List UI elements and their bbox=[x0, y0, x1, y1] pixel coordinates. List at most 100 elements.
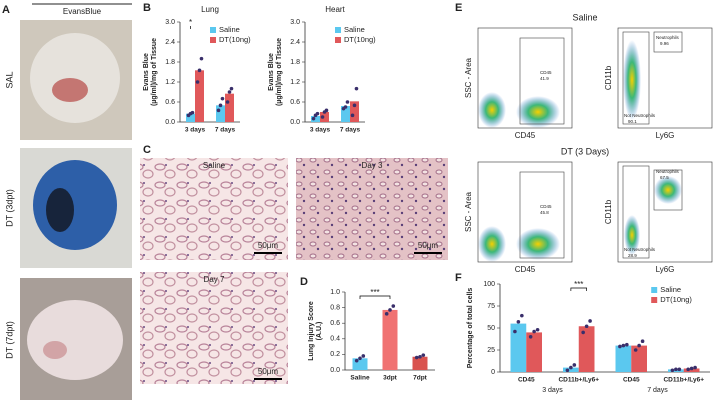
data-point bbox=[315, 111, 320, 116]
y-tick-label: 1.0 bbox=[330, 289, 340, 296]
data-point bbox=[674, 367, 678, 372]
y-tick-label: 0.0 bbox=[165, 119, 175, 126]
bar bbox=[578, 326, 595, 372]
photo-dt7 bbox=[20, 278, 132, 400]
group-label: 3 days bbox=[542, 387, 563, 394]
data-point bbox=[311, 116, 316, 121]
histology-day7 bbox=[140, 272, 288, 384]
bar bbox=[195, 70, 204, 122]
gate-label: CD45 bbox=[540, 204, 552, 209]
flow-title: Saline bbox=[572, 12, 597, 22]
y-tick-label: 0.0 bbox=[330, 367, 340, 374]
flow-axis-label: CD45 bbox=[515, 265, 536, 274]
data-point bbox=[621, 343, 626, 348]
data-point bbox=[388, 308, 392, 312]
data-point bbox=[588, 319, 592, 323]
data-point bbox=[686, 367, 690, 372]
bar bbox=[216, 105, 225, 122]
flow-axis-label: CD45 bbox=[515, 131, 536, 140]
y-tick-label: 2.4 bbox=[290, 39, 300, 46]
panel-label: F bbox=[455, 272, 462, 284]
legend-label: Saline bbox=[660, 285, 681, 294]
x-tick-label: 3 days bbox=[310, 127, 331, 134]
data-point bbox=[535, 327, 540, 332]
bar bbox=[615, 345, 632, 372]
y-tick-label: 0.0 bbox=[290, 119, 300, 126]
photo-row-label: SAL bbox=[4, 71, 14, 88]
data-point bbox=[516, 320, 521, 324]
y-tick-label: 0.4 bbox=[330, 336, 340, 343]
gate-value: 9.96 bbox=[660, 41, 669, 46]
data-point bbox=[391, 304, 396, 308]
significance-label: * bbox=[189, 18, 192, 27]
flow-axis-label: CD11b bbox=[604, 199, 613, 224]
y-tick-label: 1.2 bbox=[165, 79, 175, 86]
flow-axis-label: SSC - Area bbox=[464, 57, 473, 98]
x-tick-label: CD45 bbox=[518, 377, 535, 384]
bar bbox=[412, 356, 428, 370]
flow-axis-label: Ly6G bbox=[656, 131, 675, 140]
histology-label: Day 7 bbox=[204, 275, 225, 284]
significance-bracket bbox=[570, 287, 587, 291]
histology-label: Day 3 bbox=[362, 161, 383, 170]
data-point bbox=[229, 86, 234, 91]
y-axis-label: Evans Blue bbox=[143, 53, 150, 91]
data-point bbox=[352, 103, 357, 108]
data-point bbox=[618, 344, 622, 349]
x-tick-label: CD45 bbox=[623, 377, 640, 384]
legend-swatch bbox=[335, 27, 341, 33]
data-point bbox=[195, 80, 200, 84]
data-point bbox=[361, 354, 366, 358]
photo-header: EvansBlue bbox=[63, 7, 102, 16]
data-point bbox=[532, 329, 536, 334]
panel-label: C bbox=[143, 144, 151, 156]
data-point bbox=[227, 90, 232, 94]
flow-density bbox=[478, 40, 682, 262]
panel-label: E bbox=[455, 2, 462, 14]
bar bbox=[186, 113, 195, 122]
data-point bbox=[421, 353, 426, 357]
data-point bbox=[218, 103, 223, 108]
data-point bbox=[354, 86, 359, 91]
y-tick-label: 2.4 bbox=[165, 39, 175, 46]
data-point bbox=[225, 100, 230, 104]
legend-label: DT(10ng) bbox=[660, 295, 692, 304]
panel-label: A bbox=[2, 4, 10, 16]
data-point bbox=[637, 343, 641, 348]
x-tick-label: 3 days bbox=[185, 127, 206, 134]
data-point bbox=[584, 324, 589, 329]
y-tick-label: 100 bbox=[483, 281, 495, 288]
gate-label: Not Neutrophils bbox=[624, 247, 656, 252]
bar bbox=[350, 101, 359, 122]
data-point bbox=[354, 358, 359, 363]
data-point bbox=[216, 108, 221, 113]
histology-day3 bbox=[296, 158, 448, 260]
data-point bbox=[565, 368, 570, 373]
gate-value: 28.9 bbox=[628, 253, 637, 258]
y-axis-label: Lung Injury Score bbox=[308, 301, 315, 361]
photo-dt3 bbox=[20, 148, 132, 268]
x-tick-label: 7 days bbox=[215, 127, 236, 134]
data-point bbox=[414, 355, 419, 360]
y-tick-label: 0 bbox=[491, 369, 495, 376]
y-tick-label: 25 bbox=[487, 347, 495, 354]
data-point bbox=[343, 105, 348, 109]
x-tick-label: 3dpt bbox=[383, 375, 398, 382]
x-tick-label: CD11b+/Ly6+ bbox=[663, 377, 704, 384]
legend-swatch bbox=[210, 37, 216, 43]
y-tick-label: 0.6 bbox=[330, 320, 340, 327]
y-tick-label: 0.6 bbox=[290, 99, 300, 106]
legend-swatch bbox=[210, 27, 216, 33]
y-tick-label: 1.8 bbox=[290, 59, 300, 66]
gate-label: Not Neutrophils bbox=[624, 113, 656, 118]
bar bbox=[526, 332, 542, 372]
data-point bbox=[640, 339, 645, 344]
data-point bbox=[350, 113, 355, 118]
panel-label: B bbox=[143, 2, 151, 14]
data-point bbox=[528, 335, 533, 339]
flow-axis-label: CD11b bbox=[604, 65, 613, 90]
y-tick-label: 3.0 bbox=[290, 19, 300, 26]
data-point bbox=[190, 110, 195, 115]
bar bbox=[352, 358, 368, 370]
